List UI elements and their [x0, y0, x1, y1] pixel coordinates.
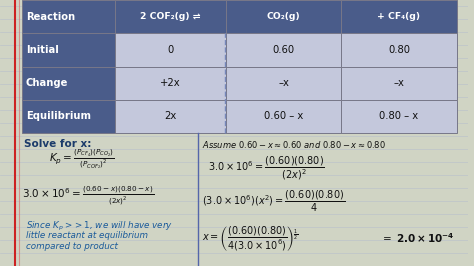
Text: 0.60: 0.60: [273, 45, 295, 55]
Text: Initial: Initial: [26, 45, 58, 55]
Bar: [115, 66, 226, 100]
Text: 0.80 – x: 0.80 – x: [379, 111, 419, 121]
Text: $K_p = \frac{(P_{CF_4})(P_{CO_2})}{(P_{COF_2})^2}$: $K_p = \frac{(P_{CF_4})(P_{CO_2})}{(P_{C…: [49, 147, 115, 171]
Text: $(3.0\times10^6)(x^2) = \dfrac{(0.60)(0.80)}{4}$: $(3.0\times10^6)(x^2) = \dfrac{(0.60)(0.…: [201, 189, 345, 214]
Bar: [341, 33, 456, 66]
Text: compared to product: compared to product: [26, 242, 118, 251]
Text: Solve for x:: Solve for x:: [24, 139, 91, 149]
Text: $= \ \mathbf{2.0\times10^{-4}}$: $= \ \mathbf{2.0\times10^{-4}}$: [381, 231, 455, 245]
Text: 0.80: 0.80: [388, 45, 410, 55]
Text: $3.0\times10^6 = \dfrac{(0.60)(0.80)}{(2x)^2}$: $3.0\times10^6 = \dfrac{(0.60)(0.80)}{(2…: [208, 154, 325, 182]
Text: Change: Change: [26, 78, 68, 88]
Bar: [22, 100, 115, 133]
Text: +2x: +2x: [160, 78, 181, 88]
Bar: [341, 0, 456, 33]
Text: little reactant at equilibrium: little reactant at equilibrium: [26, 231, 148, 240]
Text: –x: –x: [278, 78, 289, 88]
Text: 0.60 – x: 0.60 – x: [264, 111, 303, 121]
Text: $x = \left(\dfrac{(0.60)(0.80)}{4(3.0\times10^6)}\right)^{\!\frac{1}{2}}$: $x = \left(\dfrac{(0.60)(0.80)}{4(3.0\ti…: [201, 224, 298, 253]
Bar: [22, 0, 115, 33]
Bar: [341, 66, 456, 100]
Text: Since $K_p >> 1$, we will have very: Since $K_p >> 1$, we will have very: [26, 220, 173, 233]
Bar: [22, 66, 115, 100]
Bar: [22, 33, 115, 66]
Bar: [115, 33, 226, 66]
Bar: [115, 0, 226, 33]
Bar: [115, 100, 226, 133]
Bar: [341, 100, 456, 133]
Text: Equilibrium: Equilibrium: [26, 111, 91, 121]
Bar: [226, 66, 341, 100]
Bar: [226, 100, 341, 133]
Text: –x: –x: [393, 78, 404, 88]
Bar: [226, 33, 341, 66]
Text: 2x: 2x: [164, 111, 177, 121]
Text: + CF₄(g): + CF₄(g): [377, 12, 420, 21]
Text: 0: 0: [167, 45, 174, 55]
Text: Reaction: Reaction: [26, 12, 75, 22]
Text: CO₂(g): CO₂(g): [267, 12, 301, 21]
Text: $3.0\times10^6 = \frac{(0.60-x)(0.80-x)}{(2x)^2}$: $3.0\times10^6 = \frac{(0.60-x)(0.80-x)}…: [22, 184, 154, 207]
Text: 2 COF₂(g) ⇌: 2 COF₂(g) ⇌: [140, 12, 201, 21]
Text: $\mathit{Assume\ 0.60 - x \approx 0.60\ and\ 0.80 - x \approx 0.80}$: $\mathit{Assume\ 0.60 - x \approx 0.60\ …: [201, 139, 385, 150]
Bar: [226, 0, 341, 33]
